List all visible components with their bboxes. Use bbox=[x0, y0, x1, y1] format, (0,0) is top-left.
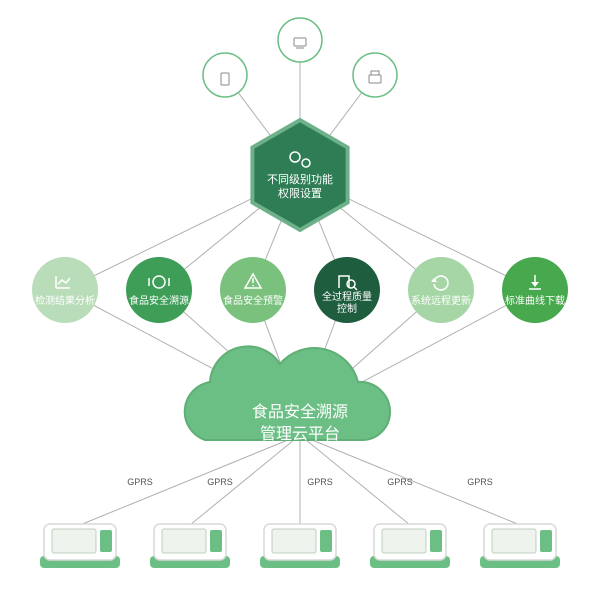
device-3 bbox=[260, 524, 340, 568]
gprs-label: GPRS bbox=[387, 477, 413, 487]
gprs-label: GPRS bbox=[307, 477, 333, 487]
device-1 bbox=[40, 524, 120, 568]
gprs-label: GPRS bbox=[127, 477, 153, 487]
svg-text:控制: 控制 bbox=[337, 302, 357, 315]
feature-f6: 标准曲线下载 bbox=[502, 257, 568, 323]
svg-text:不同级别功能: 不同级别功能 bbox=[267, 172, 333, 186]
svg-text:标准曲线下载: 标准曲线下载 bbox=[505, 294, 565, 307]
client-instr: 仪器端 bbox=[353, 53, 397, 97]
svg-text:全过程质量: 全过程质量 bbox=[322, 290, 372, 303]
permissions-hex: 不同级别功能权限设置 bbox=[252, 120, 347, 230]
device-5 bbox=[480, 524, 560, 568]
device-2 bbox=[150, 524, 230, 568]
feature-f2: 食品安全溯源 bbox=[126, 257, 192, 323]
svg-text:系统远程更新: 系统远程更新 bbox=[411, 294, 471, 307]
client-phone: 手机端 bbox=[203, 53, 247, 97]
svg-text:仪器端: 仪器端 bbox=[360, 59, 390, 72]
svg-text:食品安全溯源: 食品安全溯源 bbox=[252, 403, 348, 421]
feature-f1: 检测结果分析 bbox=[32, 257, 98, 323]
svg-text:权限设置: 权限设置 bbox=[278, 187, 322, 200]
feature-f3: 食品安全预警 bbox=[220, 257, 286, 323]
svg-text:电脑端: 电脑端 bbox=[285, 24, 315, 37]
client-pc: 电脑端 bbox=[278, 18, 322, 62]
feature-f5: 系统远程更新 bbox=[408, 257, 474, 323]
svg-text:食品安全溯源: 食品安全溯源 bbox=[129, 294, 189, 307]
svg-text:手机端: 手机端 bbox=[210, 59, 240, 72]
svg-text:食品安全预警: 食品安全预警 bbox=[223, 294, 283, 307]
cloud-platform: 食品安全溯源管理云平台 bbox=[185, 346, 390, 443]
svg-text:管理云平台: 管理云平台 bbox=[260, 425, 340, 443]
gprs-label: GPRS bbox=[207, 477, 233, 487]
feature-f4: 全过程质量控制 bbox=[314, 257, 380, 323]
svg-text:检测结果分析: 检测结果分析 bbox=[35, 294, 95, 307]
device-4 bbox=[370, 524, 450, 568]
gprs-label: GPRS bbox=[467, 477, 493, 487]
